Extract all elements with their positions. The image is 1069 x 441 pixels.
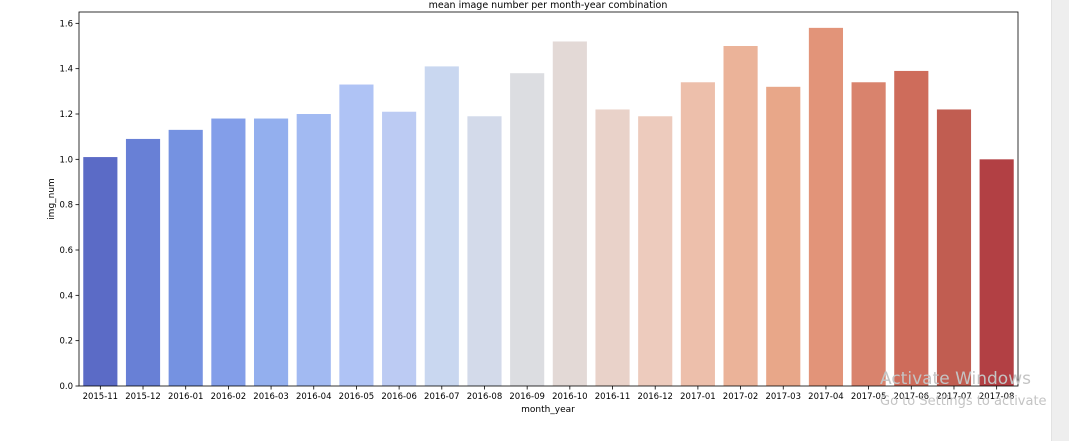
x-tick-label: 2016-07 — [424, 392, 460, 402]
x-tick-label: 2017-07 — [936, 392, 972, 402]
x-axis-label: month_year — [521, 405, 575, 415]
vertical-scrollbar[interactable] — [1051, 0, 1069, 441]
y-tick-label: 0.2 — [59, 337, 73, 347]
y-axis-label: img_num — [47, 178, 57, 220]
bar-2017-02 — [723, 46, 758, 386]
y-tick-label: 0.4 — [59, 291, 73, 301]
bar-2016-06 — [382, 111, 417, 386]
y-tick-label: 0.8 — [59, 201, 73, 211]
x-tick-label: 2017-08 — [979, 392, 1015, 402]
bar-2017-08 — [979, 159, 1014, 386]
x-tick-label: 2017-06 — [894, 392, 930, 402]
bar-2016-03 — [253, 118, 289, 387]
x-tick-label: 2016-09 — [509, 392, 545, 402]
x-tick-label: 2016-02 — [211, 392, 247, 402]
x-tick-label: 2015-12 — [125, 392, 161, 402]
bar-2016-12 — [638, 116, 673, 387]
bar-2016-01 — [168, 129, 203, 386]
x-axis: 2015-11 2015-12 2016-01 2016-02 2016-03 2016-… — [83, 386, 1015, 402]
y-tick-label: 1.4 — [59, 65, 73, 75]
x-tick-label: 2017-02 — [723, 392, 759, 402]
y-tick-label: 0.0 — [59, 382, 73, 392]
bar-2017-04 — [808, 27, 844, 386]
bar-2016-11 — [595, 109, 630, 386]
x-tick-label: 2016-12 — [637, 392, 673, 402]
x-tick-label: 2016-03 — [253, 392, 289, 402]
x-tick-label: 2015-11 — [83, 392, 119, 402]
bar-2016-04 — [296, 114, 331, 386]
bar-2016-07 — [424, 66, 459, 387]
x-tick-label: 2016-06 — [381, 392, 417, 402]
y-axis: 0.0 0.2 0.4 0.6 0.8 1.0 1.2 1.4 1.6 — [59, 19, 79, 392]
bars-group — [83, 27, 1014, 387]
activate-windows-subtitle: Go to Settings to activate Wi — [880, 394, 1067, 409]
bar-2017-05 — [851, 82, 886, 387]
chart-title: mean image number per month-year combina… — [429, 0, 668, 11]
y-tick-label: 1.6 — [59, 19, 73, 29]
x-tick-label: 2016-05 — [339, 392, 375, 402]
y-tick-label: 1.2 — [59, 110, 73, 120]
x-tick-label: 2017-01 — [680, 392, 716, 402]
bar-2017-01 — [680, 82, 715, 387]
bar-2016-05 — [339, 84, 374, 387]
x-tick-label: 2017-05 — [851, 392, 887, 402]
bar-2017-06 — [894, 70, 929, 386]
x-tick-label: 2017-03 — [765, 392, 801, 402]
bar-2015-11 — [83, 157, 118, 386]
bar-2017-03 — [766, 86, 801, 387]
plot-frame — [78, 11, 1019, 387]
x-tick-label: 2016-10 — [552, 392, 588, 402]
activate-windows-title: Activate Windows — [880, 369, 1031, 389]
x-tick-label: 2016-11 — [595, 392, 631, 402]
bar-2016-02 — [211, 118, 246, 387]
y-tick-label: 1.0 — [59, 155, 73, 165]
bar-2015-12 — [125, 138, 161, 386]
x-tick-label: 2017-04 — [808, 392, 844, 402]
x-tick-label: 2016-08 — [467, 392, 503, 402]
bar-2016-10 — [552, 41, 587, 386]
bar-2017-07 — [936, 109, 972, 386]
bar-2016-08 — [467, 116, 502, 387]
x-tick-label: 2016-01 — [168, 392, 204, 402]
x-tick-label: 2016-04 — [296, 392, 332, 402]
y-tick-label: 0.6 — [59, 246, 73, 256]
bar-2016-09 — [510, 73, 545, 386]
